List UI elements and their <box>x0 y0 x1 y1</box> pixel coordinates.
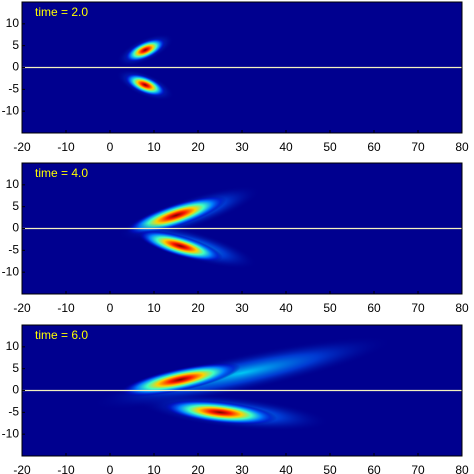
x-tick-label: 80 <box>455 140 469 154</box>
intensity-blob <box>124 38 166 63</box>
x-tick-label: 50 <box>323 463 337 474</box>
x-tick-label: -10 <box>57 301 75 315</box>
x-tick-label: 80 <box>455 463 469 474</box>
y-tick-label: -10 <box>2 103 20 117</box>
y-tick-label: 5 <box>12 38 19 52</box>
y-tick-label: 10 <box>6 339 20 353</box>
x-tick-label: 50 <box>323 301 337 315</box>
x-tick-label: 70 <box>411 463 425 474</box>
x-tick-label: 30 <box>235 301 249 315</box>
annotation: time = 4.0 <box>35 166 88 180</box>
x-tick-label: -10 <box>57 140 75 154</box>
intensity-blob <box>138 230 223 262</box>
x-tick-label: 20 <box>191 140 205 154</box>
x-tick-label: 30 <box>235 140 249 154</box>
x-tick-label: 10 <box>147 463 161 474</box>
y-tick-label: 10 <box>6 16 20 30</box>
y-tick-label: 0 <box>12 221 19 235</box>
x-tick-label: 0 <box>107 301 114 315</box>
x-tick-label: 70 <box>411 301 425 315</box>
annotation: time = 2.0 <box>35 5 88 19</box>
x-tick-label: 60 <box>367 463 381 474</box>
intensity-blob <box>120 362 241 397</box>
x-tick-label: 0 <box>107 463 114 474</box>
x-tick-label: 20 <box>191 463 205 474</box>
x-tick-label: 30 <box>235 463 249 474</box>
x-tick-label: 20 <box>191 301 205 315</box>
x-tick-label: 60 <box>367 301 381 315</box>
x-tick-label: -20 <box>13 140 31 154</box>
x-tick-label: -20 <box>13 463 31 474</box>
y-tick-label: -5 <box>8 243 19 257</box>
annotation: time = 6.0 <box>35 328 88 342</box>
x-tick-label: 40 <box>279 140 293 154</box>
y-tick-label: -10 <box>2 426 20 440</box>
heatmap-field <box>91 336 393 431</box>
x-tick-label: 60 <box>367 140 381 154</box>
heatmap-field <box>117 185 261 269</box>
x-tick-label: -20 <box>13 301 31 315</box>
heatmap-field <box>116 33 175 101</box>
x-tick-label: 10 <box>147 301 161 315</box>
y-tick-label: 5 <box>12 199 19 213</box>
x-tick-label: 40 <box>279 463 293 474</box>
y-tick-label: 10 <box>6 177 20 191</box>
y-tick-label: -10 <box>2 264 20 278</box>
x-tick-label: 40 <box>279 301 293 315</box>
y-tick-label: 0 <box>12 60 19 74</box>
x-tick-label: 10 <box>147 140 161 154</box>
intensity-blob <box>163 399 277 425</box>
x-tick-label: -10 <box>57 463 75 474</box>
intensity-blob <box>124 73 166 97</box>
x-tick-label: 0 <box>107 140 114 154</box>
x-tick-label: 80 <box>455 301 469 315</box>
x-tick-label: 70 <box>411 140 425 154</box>
x-tick-label: 50 <box>323 140 337 154</box>
y-tick-label: -5 <box>8 82 19 96</box>
y-tick-label: 5 <box>12 361 19 375</box>
y-tick-label: 0 <box>12 383 19 397</box>
y-tick-label: -5 <box>8 405 19 419</box>
